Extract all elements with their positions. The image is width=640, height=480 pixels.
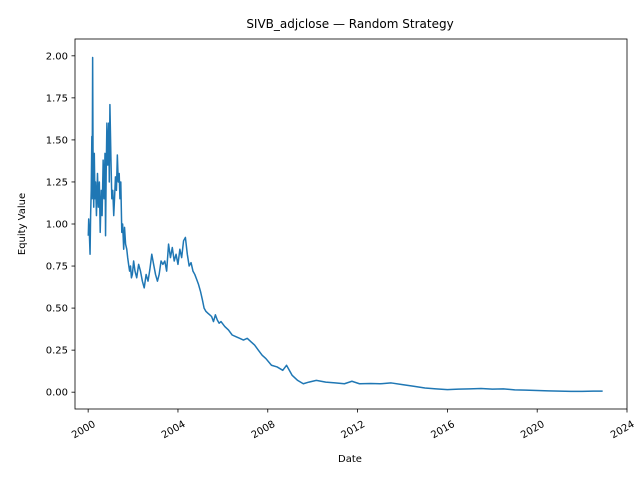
y-axis-label: Equity Value xyxy=(17,193,28,255)
y-tick-label: 1.00 xyxy=(46,220,68,231)
chart-title: SIVB_adjclose — Random Strategy xyxy=(246,17,453,31)
x-tick-label: 2008 xyxy=(250,419,278,441)
series-line xyxy=(87,56,603,393)
y-tick-label: 0.25 xyxy=(46,346,68,357)
y-axis: 0.00 0.25 0.50 0.75 1.00 1.25 1.50 1.75 2.00 xyxy=(46,51,75,399)
y-tick-label: 1.25 xyxy=(46,177,68,188)
y-tick-label: 2.00 xyxy=(46,51,68,62)
y-tick-label: 1.75 xyxy=(46,93,68,104)
x-tick-label: 2000 xyxy=(70,419,98,441)
x-tick-label: 2020 xyxy=(519,419,547,441)
y-tick-label: 0.75 xyxy=(46,262,68,273)
plot-area xyxy=(87,56,603,393)
y-tick-label: 1.50 xyxy=(46,135,68,146)
axes-frame xyxy=(74,38,628,410)
x-tick-label: 2012 xyxy=(340,419,368,441)
x-tick-label: 2016 xyxy=(429,419,457,441)
x-tick-label: 2024 xyxy=(609,419,637,441)
x-axis: 2000 2004 2008 2012 2016 2020 2024 xyxy=(70,409,637,441)
y-tick-label: 0.50 xyxy=(46,304,68,315)
y-tick-label: 0.00 xyxy=(46,388,68,399)
x-tick-label: 2004 xyxy=(160,419,188,441)
x-axis-label: Date xyxy=(338,454,362,465)
